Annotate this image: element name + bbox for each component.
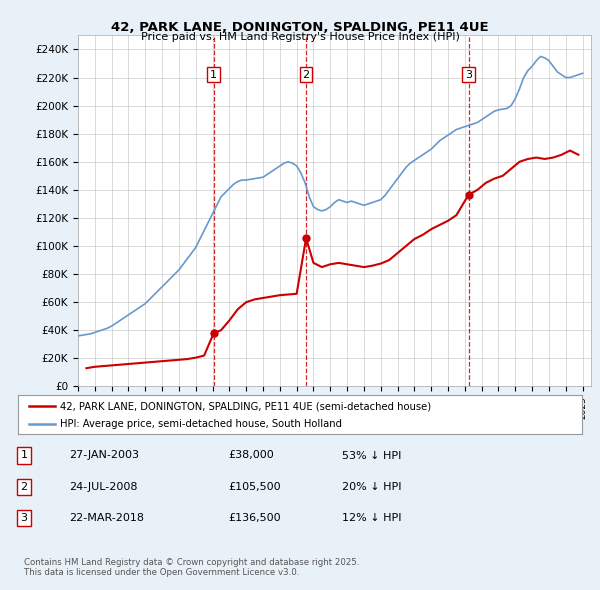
Text: 42, PARK LANE, DONINGTON, SPALDING, PE11 4UE: 42, PARK LANE, DONINGTON, SPALDING, PE11… <box>111 21 489 34</box>
Text: 12% ↓ HPI: 12% ↓ HPI <box>342 513 401 523</box>
Text: 2: 2 <box>20 482 28 491</box>
Text: 22-MAR-2018: 22-MAR-2018 <box>69 513 144 523</box>
Text: 1: 1 <box>20 451 28 460</box>
Text: 3: 3 <box>20 513 28 523</box>
Text: 42, PARK LANE, DONINGTON, SPALDING, PE11 4UE (semi-detached house): 42, PARK LANE, DONINGTON, SPALDING, PE11… <box>60 401 431 411</box>
Text: HPI: Average price, semi-detached house, South Holland: HPI: Average price, semi-detached house,… <box>60 419 342 429</box>
Text: Price paid vs. HM Land Registry's House Price Index (HPI): Price paid vs. HM Land Registry's House … <box>140 32 460 42</box>
Text: 20% ↓ HPI: 20% ↓ HPI <box>342 482 401 491</box>
Text: £38,000: £38,000 <box>228 451 274 460</box>
Text: 2: 2 <box>302 70 310 80</box>
Text: 24-JUL-2008: 24-JUL-2008 <box>69 482 137 491</box>
Text: 27-JAN-2003: 27-JAN-2003 <box>69 451 139 460</box>
Text: 3: 3 <box>465 70 472 80</box>
Text: 1: 1 <box>210 70 217 80</box>
Text: £136,500: £136,500 <box>228 513 281 523</box>
Text: £105,500: £105,500 <box>228 482 281 491</box>
Text: Contains HM Land Registry data © Crown copyright and database right 2025.
This d: Contains HM Land Registry data © Crown c… <box>24 558 359 577</box>
Text: 53% ↓ HPI: 53% ↓ HPI <box>342 451 401 460</box>
